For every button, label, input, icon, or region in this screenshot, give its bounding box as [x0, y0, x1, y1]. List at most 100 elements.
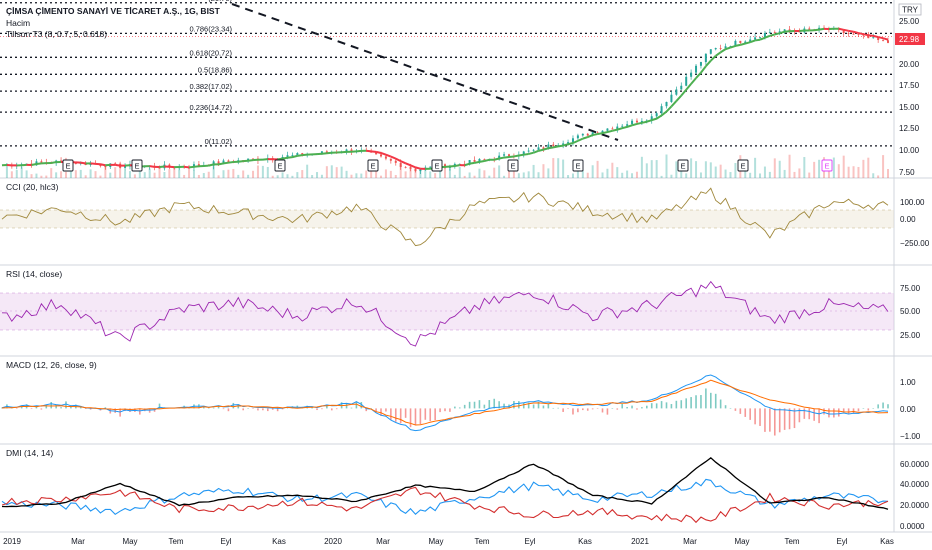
candle-body[interactable] — [882, 40, 885, 41]
earnings-marker[interactable] — [507, 159, 519, 172]
earnings-marker[interactable] — [821, 159, 833, 172]
candle-body[interactable] — [389, 158, 392, 161]
earnings-marker[interactable] — [677, 159, 689, 172]
earnings-marker[interactable] — [367, 159, 379, 172]
candle-body[interactable] — [483, 158, 486, 160]
candle-body[interactable] — [798, 31, 801, 33]
candle-body[interactable] — [468, 160, 471, 165]
candle-body[interactable] — [635, 120, 638, 123]
candle-body[interactable] — [571, 138, 574, 143]
time-axis[interactable]: 2019 Mar May Tem Eyl Kas 2020 Mar May Tem Eyl Kas 20… — [3, 537, 894, 546]
candle-body[interactable] — [581, 133, 584, 136]
candle-body[interactable] — [286, 155, 289, 157]
candle-body[interactable] — [847, 33, 850, 34]
candle-body[interactable] — [719, 48, 722, 49]
candle-body[interactable] — [84, 162, 87, 166]
adx-line[interactable] — [1, 456, 889, 510]
candle-body[interactable] — [655, 113, 658, 117]
candle-body[interactable] — [25, 163, 28, 165]
candle-body[interactable] — [808, 28, 811, 30]
candle-body[interactable] — [158, 167, 161, 169]
earnings-marker[interactable] — [131, 159, 143, 172]
candle-body[interactable] — [734, 40, 737, 47]
candle-body[interactable] — [709, 49, 712, 54]
candle-body[interactable] — [611, 128, 614, 130]
candle-body[interactable] — [714, 48, 717, 50]
candle-body[interactable] — [704, 53, 707, 63]
dmi-plus-line[interactable] — [1, 478, 889, 516]
candle-body[interactable] — [724, 46, 727, 49]
candle-body[interactable] — [631, 120, 634, 125]
candle-body[interactable] — [419, 169, 422, 172]
candle-body[interactable] — [547, 144, 550, 149]
candle-body[interactable] — [586, 133, 589, 136]
candle-body[interactable] — [852, 33, 855, 35]
candle-body[interactable] — [788, 29, 791, 31]
candle-body[interactable] — [857, 33, 860, 35]
candle-body[interactable] — [104, 166, 107, 168]
candle-body[interactable] — [197, 164, 200, 166]
price-axis[interactable]: 25.00 20.00 17.50 15.00 12.50 10.00 7.50 — [899, 17, 920, 177]
candle-body[interactable] — [537, 147, 540, 150]
candle-body[interactable] — [567, 142, 570, 144]
candle-body[interactable] — [291, 154, 294, 156]
candle-body[interactable] — [173, 167, 176, 169]
tillson-t3-line[interactable] — [1, 27, 889, 170]
candle-body[interactable] — [266, 158, 269, 160]
candle-body[interactable] — [188, 167, 191, 169]
candle-body[interactable] — [478, 158, 481, 162]
candle-body[interactable] — [552, 144, 555, 147]
earnings-marker[interactable] — [737, 159, 749, 172]
candle-body[interactable] — [522, 151, 525, 155]
candle-body[interactable] — [40, 161, 43, 163]
candle-body[interactable] — [768, 32, 771, 34]
candle-body[interactable] — [458, 163, 461, 165]
candle-body[interactable] — [670, 94, 673, 102]
candle-body[interactable] — [222, 160, 225, 164]
rsi-line[interactable] — [1, 280, 889, 347]
candle-body[interactable] — [227, 160, 230, 162]
candle-body[interactable] — [527, 150, 530, 152]
candle-body[interactable] — [252, 158, 255, 160]
candle-body[interactable] — [616, 126, 619, 130]
candle-body[interactable] — [591, 132, 594, 136]
candle-body[interactable] — [163, 164, 166, 169]
macd-line[interactable] — [1, 374, 889, 432]
candle-body[interactable] — [596, 132, 599, 134]
cci-line[interactable] — [1, 187, 889, 247]
candle-body[interactable] — [394, 160, 397, 163]
candle-body[interactable] — [325, 151, 328, 153]
candle-body[interactable] — [749, 39, 752, 42]
candle-body[interactable] — [399, 162, 402, 167]
earnings-marker[interactable] — [572, 159, 584, 172]
candle-body[interactable] — [665, 101, 668, 107]
candle-body[interactable] — [15, 165, 18, 167]
candle-body[interactable] — [759, 37, 762, 38]
candle-body[interactable] — [503, 154, 506, 156]
candle-body[interactable] — [217, 161, 220, 164]
candle-body[interactable] — [542, 147, 545, 149]
candle-body[interactable] — [729, 46, 732, 47]
candle-body[interactable] — [606, 128, 609, 131]
candle-body[interactable] — [621, 125, 624, 127]
candle-body[interactable] — [783, 29, 786, 32]
candle-body[interactable] — [773, 32, 776, 34]
candle-body[interactable] — [562, 143, 565, 146]
trendline[interactable] — [231, 3, 619, 141]
candle-body[interactable] — [409, 167, 412, 169]
candle-body[interactable] — [739, 40, 742, 43]
candle-body[interactable] — [576, 135, 579, 139]
candle-body[interactable] — [247, 158, 250, 161]
candle-body[interactable] — [699, 62, 702, 66]
candle-body[interactable] — [680, 85, 683, 90]
candle-body[interactable] — [877, 37, 880, 41]
candle-body[interactable] — [429, 166, 432, 168]
candle-body[interactable] — [823, 27, 826, 29]
candle-body[interactable] — [660, 106, 663, 114]
candle-body[interactable] — [60, 160, 63, 162]
macd-signal-line[interactable] — [1, 379, 889, 426]
candle-body[interactable] — [414, 168, 417, 172]
candle-body[interactable] — [453, 163, 456, 166]
trendline-dashed[interactable] — [231, 3, 619, 141]
candle-body[interactable] — [640, 120, 643, 123]
